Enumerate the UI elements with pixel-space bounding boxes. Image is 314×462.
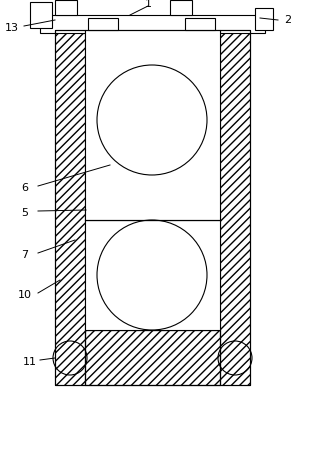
- Bar: [55, 0, 77, 15]
- Bar: [85, 30, 220, 220]
- Bar: [220, 30, 250, 385]
- Bar: [220, 30, 250, 385]
- Text: 6: 6: [21, 183, 29, 193]
- Bar: [40, 15, 265, 33]
- Text: 2: 2: [284, 15, 292, 25]
- Text: 13: 13: [5, 23, 19, 33]
- Bar: [185, 18, 215, 30]
- Text: 10: 10: [18, 290, 32, 300]
- Text: 11: 11: [23, 357, 37, 367]
- Bar: [55, 30, 85, 385]
- Bar: [55, 30, 85, 385]
- Bar: [85, 330, 220, 385]
- Bar: [85, 330, 220, 385]
- Bar: [85, 220, 220, 330]
- Bar: [170, 0, 192, 15]
- Bar: [255, 8, 273, 30]
- Bar: [30, 2, 52, 28]
- Text: 5: 5: [21, 208, 29, 218]
- Bar: [88, 18, 118, 30]
- Text: 1: 1: [144, 0, 151, 9]
- Bar: [55, 30, 250, 385]
- Text: 7: 7: [21, 250, 29, 260]
